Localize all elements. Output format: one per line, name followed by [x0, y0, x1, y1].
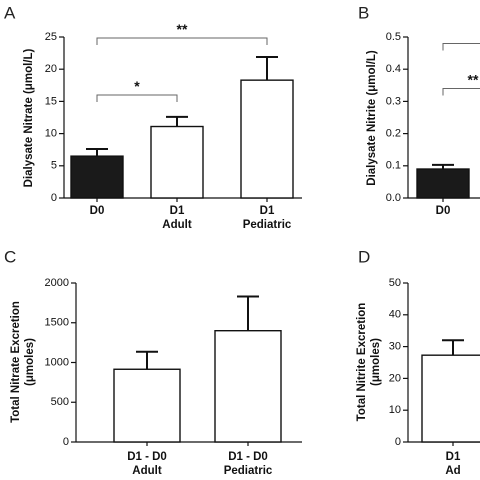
y-tick-label: 0.1	[386, 160, 401, 172]
y-tick-label: 15	[45, 95, 57, 107]
category-label: Adult	[162, 219, 192, 231]
y-tick-label: 50	[389, 277, 401, 289]
y-tick-label: 0.4	[386, 63, 401, 75]
y-tick-label: 0.2	[386, 128, 401, 140]
significance-bracket	[442, 88, 480, 96]
bar	[416, 168, 470, 199]
category-label: D1 - D0	[127, 451, 167, 463]
significance-bracket	[96, 94, 178, 102]
y-tick-label: 500	[51, 396, 69, 408]
y-tick-label: 10	[389, 404, 401, 416]
significance-bracket	[96, 37, 268, 45]
significance-bracket	[442, 42, 480, 51]
y-tick-label: 0	[395, 436, 401, 448]
panel-d: D 0 10 20 30 40 50 Total Nitrite Excretion (μmol…	[356, 247, 480, 477]
y-tick-label: 10	[45, 128, 57, 140]
category-label: D1	[446, 451, 461, 463]
category-label: D0	[436, 205, 451, 217]
y-tick-label: 5	[51, 160, 57, 172]
y-tick-label: 0.3	[386, 95, 401, 107]
y-axis-label-line: Dialysate Nitrate (μmol/L)	[23, 48, 35, 187]
panel-c: C 0 500 1000 1500 2000 Total Nitrate Excretion…	[4, 247, 302, 477]
y-tick-label: 2000	[45, 277, 69, 289]
y-axis-label-line: Dialysate Nitrite (μmol/L)	[366, 50, 378, 186]
y-axis-label: Dialysate Nitrite (μmol/L)	[366, 50, 378, 186]
significance-label: **	[177, 21, 188, 37]
category-label: Pediatric	[224, 465, 273, 477]
y-axis-label-line: (μmoles)	[24, 338, 36, 386]
bar	[113, 368, 181, 443]
y-tick-label: 0	[63, 436, 69, 448]
bar	[214, 330, 282, 443]
panel-letter: D	[358, 247, 370, 266]
y-tick-label: 20	[389, 372, 401, 384]
panel-letter: C	[4, 247, 16, 266]
y-tick-label: 20	[45, 63, 57, 75]
y-tick-label: 40	[389, 309, 401, 321]
significance-label: **	[468, 72, 479, 88]
category-label: D0	[90, 205, 105, 217]
category-label: Pediatric	[243, 219, 292, 231]
category-label: D1	[170, 205, 185, 217]
bar	[421, 354, 480, 443]
category-label: D1	[260, 205, 275, 217]
y-tick-label: 0.5	[386, 31, 401, 43]
y-axis-label: Total Nitrite Excretion (μmoles)	[356, 303, 382, 422]
y-tick-label: 0.0	[386, 192, 401, 204]
bar	[150, 125, 204, 199]
y-axis-label: Total Nitrate Excretion (μmoles)	[10, 301, 36, 423]
y-axis-label-line: Total Nitrite Excretion	[356, 303, 368, 422]
category-label: Adult	[132, 465, 162, 477]
significance-label: *	[134, 78, 140, 94]
category-label: Ad	[445, 465, 460, 477]
y-tick-label: 1000	[45, 356, 69, 368]
panel-letter: A	[4, 3, 16, 22]
y-tick-label: 25	[45, 31, 57, 43]
panel-b: B 0.0 0.1 0.2 0.3 0.4 0.5 Dialysate Nitrite (μm…	[358, 3, 480, 217]
y-axis-label: Dialysate Nitrate (μmol/L)	[23, 48, 35, 187]
y-axis-label-line: (μmoles)	[370, 338, 382, 386]
y-tick-label: 0	[51, 192, 57, 204]
y-tick-label: 30	[389, 341, 401, 353]
panel-letter: B	[358, 3, 369, 22]
y-axis-label-line: Total Nitrate Excretion	[10, 301, 22, 423]
bar	[70, 155, 124, 199]
bar	[240, 79, 294, 199]
y-tick-label: 1500	[45, 317, 69, 329]
panel-a: A 0 5 10 15 20 25 Dialysate Nitrate (μmol/L) D0 D…	[4, 3, 302, 231]
category-label: D1 - D0	[228, 451, 268, 463]
